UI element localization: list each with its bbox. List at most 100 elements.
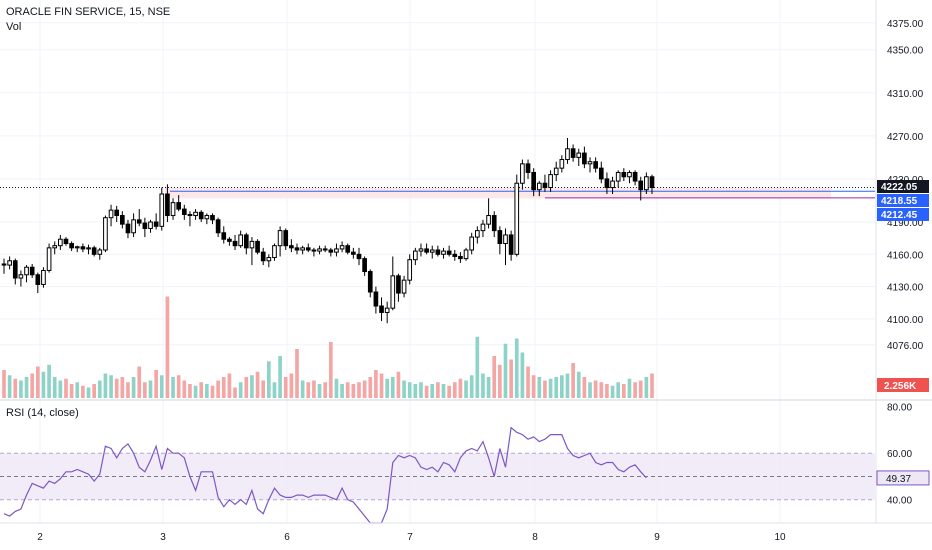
volume-badge bbox=[877, 378, 929, 392]
volume-bar bbox=[289, 373, 294, 398]
candle-body bbox=[198, 211, 204, 220]
volume-bar bbox=[616, 382, 621, 398]
volume-bar bbox=[627, 378, 632, 398]
candle-body bbox=[565, 148, 570, 161]
volume-bar bbox=[650, 373, 654, 398]
volume-bar bbox=[458, 378, 463, 398]
volume-bar bbox=[362, 380, 367, 398]
volume-bar bbox=[126, 382, 130, 398]
candle-body bbox=[46, 247, 52, 271]
volume-bar bbox=[233, 387, 237, 398]
candle-body bbox=[390, 275, 396, 309]
candle-body bbox=[446, 250, 452, 255]
volume-bar bbox=[64, 378, 68, 398]
volume-bar bbox=[452, 382, 457, 398]
volume-bar bbox=[120, 377, 125, 398]
volume-bar bbox=[182, 380, 187, 398]
volume-bar bbox=[250, 375, 254, 398]
volume-bar bbox=[143, 382, 147, 398]
volume-bar bbox=[47, 364, 51, 398]
candle-body bbox=[148, 221, 153, 229]
price-tick-label: 4190.00 bbox=[887, 218, 924, 229]
candle-body bbox=[508, 234, 514, 255]
volume-bar bbox=[621, 384, 626, 398]
candle-body bbox=[243, 234, 249, 249]
candle-body bbox=[497, 230, 503, 245]
volume-bar bbox=[605, 384, 609, 398]
volume-bar bbox=[548, 378, 553, 398]
volume-bar bbox=[560, 375, 564, 398]
volume-bar bbox=[402, 380, 406, 398]
candle-body bbox=[7, 260, 12, 266]
candle-body bbox=[210, 215, 215, 221]
volume-bar bbox=[41, 371, 46, 398]
candle-body bbox=[136, 219, 142, 224]
price-badge bbox=[877, 208, 929, 221]
price-tick-label: 4160.00 bbox=[887, 250, 924, 261]
volume-bar bbox=[176, 375, 181, 398]
volume-bar bbox=[24, 377, 29, 398]
volume-bar bbox=[2, 370, 6, 398]
candle-body bbox=[181, 208, 187, 215]
candle-body bbox=[289, 245, 294, 249]
volume-bar bbox=[481, 373, 485, 398]
volume-bar bbox=[498, 364, 502, 398]
candle-body bbox=[305, 247, 311, 251]
candle-body bbox=[322, 248, 328, 251]
candle-body bbox=[396, 275, 401, 294]
price-tick-label: 4270.00 bbox=[887, 132, 924, 143]
volume-bar bbox=[424, 385, 429, 398]
volume-bar bbox=[368, 377, 373, 398]
candle-body bbox=[204, 215, 210, 220]
volume-bar bbox=[69, 384, 74, 398]
price-tick-label: 4310.00 bbox=[887, 89, 924, 100]
time-tick-label: 8 bbox=[532, 532, 538, 543]
candle-body bbox=[339, 245, 345, 250]
candle-body bbox=[35, 274, 41, 285]
resistance-zone bbox=[165, 187, 831, 199]
volume-bar bbox=[374, 370, 378, 398]
candle-body bbox=[480, 223, 486, 232]
volume-bar bbox=[407, 382, 412, 398]
price-badge bbox=[877, 180, 929, 193]
time-tick-label: 6 bbox=[284, 532, 290, 543]
candle-body bbox=[165, 193, 170, 217]
candle-body bbox=[559, 159, 565, 169]
volume-bar bbox=[328, 342, 333, 398]
candle-body bbox=[215, 219, 221, 234]
volume-bar bbox=[514, 338, 519, 398]
volume-bar bbox=[492, 356, 497, 398]
candle-body bbox=[458, 255, 463, 260]
candle-body bbox=[520, 163, 525, 184]
candle-body bbox=[576, 152, 582, 158]
volume-bar bbox=[131, 377, 136, 398]
candle-body bbox=[86, 247, 91, 250]
price-tick-label: 4350.00 bbox=[887, 46, 924, 57]
volume-bar bbox=[171, 377, 175, 398]
volume-bar bbox=[30, 373, 35, 398]
volume-bar bbox=[199, 382, 204, 398]
rsi-tick-label: 40.00 bbox=[887, 496, 912, 507]
volume-bar bbox=[509, 359, 513, 398]
volume-bar bbox=[588, 382, 592, 398]
candle-body bbox=[367, 271, 373, 293]
candle-body bbox=[103, 217, 108, 251]
volume-bar bbox=[633, 382, 637, 398]
volume-bar bbox=[565, 373, 570, 398]
rsi-line bbox=[3, 426, 647, 524]
volume-bar bbox=[357, 382, 361, 398]
candle-body bbox=[548, 174, 553, 189]
candle-body bbox=[649, 176, 655, 189]
candle-body bbox=[542, 182, 548, 189]
candle-body bbox=[131, 219, 136, 234]
volume-bar bbox=[644, 377, 649, 398]
price-badge-label: 4218.55 bbox=[881, 196, 918, 207]
candle-body bbox=[294, 247, 300, 251]
volume-bar bbox=[396, 371, 401, 398]
price-tick-label: 4375.00 bbox=[887, 19, 924, 30]
candle-body bbox=[24, 266, 29, 276]
candle-body bbox=[632, 171, 638, 182]
volume-bar bbox=[430, 384, 435, 398]
volume-bar bbox=[137, 366, 142, 398]
